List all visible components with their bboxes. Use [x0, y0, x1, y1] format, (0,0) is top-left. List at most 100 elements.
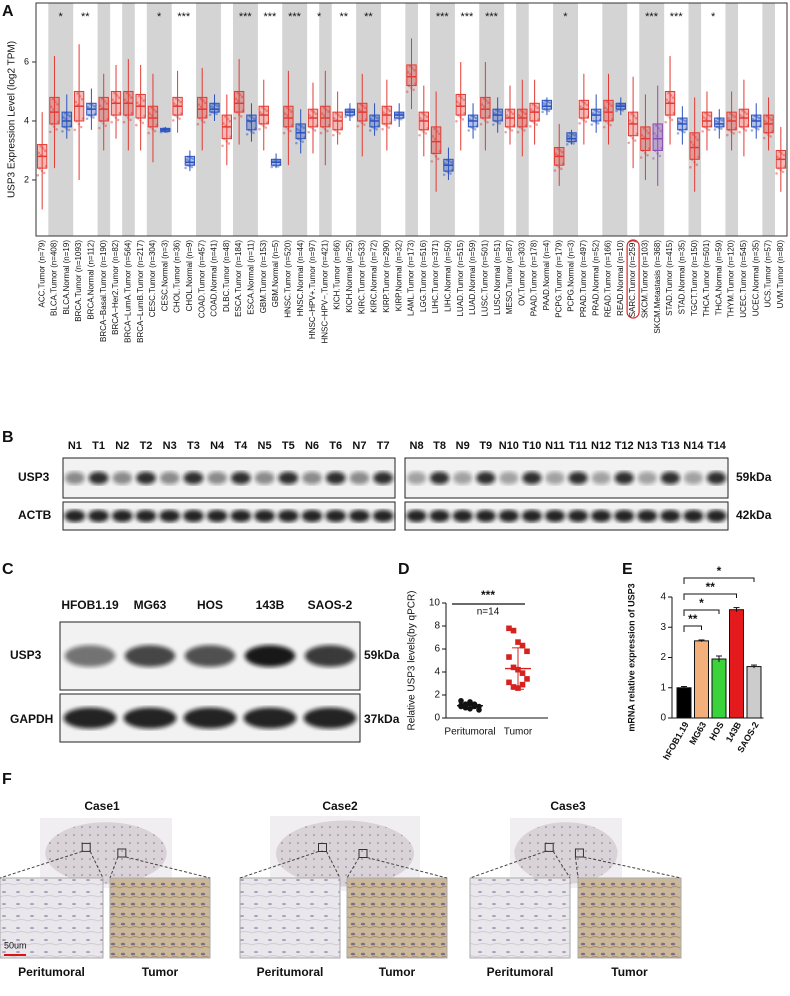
jitter-dot — [431, 135, 435, 138]
jitter-dot — [498, 122, 502, 125]
jitter-dot — [628, 119, 632, 122]
dot — [458, 697, 464, 704]
jitter-dot — [357, 108, 361, 111]
box — [283, 105, 294, 128]
jitter-dot — [507, 109, 510, 112]
jitter-dot — [741, 109, 744, 112]
jitter-dot — [387, 126, 391, 129]
jitter-dot — [553, 169, 557, 172]
y-tick-label: 6 — [434, 644, 440, 655]
shade-band — [159, 3, 172, 236]
jitter-dot — [652, 157, 655, 160]
panel-label: F — [2, 771, 12, 788]
jitter-dot — [79, 125, 83, 129]
jitter-dot — [73, 128, 77, 132]
tissue-section — [514, 822, 618, 884]
band — [614, 509, 635, 523]
band — [683, 471, 704, 485]
jitter-dot — [769, 135, 772, 138]
jitter-dot — [421, 112, 424, 115]
category-label: BRCA−Basal.Tumor (n=190) — [99, 240, 108, 342]
band — [159, 471, 180, 485]
box — [209, 102, 220, 113]
dot — [524, 648, 530, 655]
jitter-dot — [399, 117, 403, 121]
jitter-dot — [302, 126, 306, 130]
band — [475, 509, 496, 523]
bar — [711, 658, 727, 719]
category-label: PAAD.Normal (n=4) — [542, 240, 551, 311]
category-label: CESC.Normal (n=3) — [160, 240, 169, 312]
category-label: KIRC.Tumor (n=533) — [357, 240, 366, 315]
box — [233, 90, 245, 113]
jitter-dot — [531, 103, 535, 106]
jitter-dot — [450, 161, 453, 164]
category-label: LAML.Tumor (n=173) — [407, 240, 416, 316]
lane-label: N12 — [591, 440, 611, 452]
significance: ** — [688, 612, 698, 626]
lane-label: T3 — [187, 440, 200, 452]
region-label: Peritumoral — [487, 965, 554, 979]
y-tick-label: 10 — [429, 598, 441, 609]
category-label: HNSC−HPV−.Tumor (n=421) — [320, 240, 329, 344]
jitter-dot — [535, 123, 538, 126]
jitter-dot — [457, 94, 461, 98]
x-tick-label: MG63 — [687, 720, 708, 746]
category-label: LUAD.Normal (n=59) — [468, 240, 477, 315]
zoom-line — [239, 851, 319, 879]
jitter-dot — [487, 101, 490, 105]
jitter-dot — [474, 116, 478, 120]
jitter-dot — [285, 106, 289, 109]
jitter-dot — [536, 106, 539, 110]
jitter-dot — [516, 130, 520, 134]
jitter-dot — [461, 117, 465, 121]
jitter-dot — [36, 173, 40, 177]
jitter-dot — [642, 127, 646, 130]
jitter-dot — [419, 117, 422, 120]
category-label: COAD.Tumor (n=457) — [197, 240, 206, 319]
box — [566, 132, 577, 143]
x-tick-label: hFOB1.19 — [661, 720, 691, 761]
band — [706, 509, 727, 523]
jitter-dot — [751, 117, 755, 121]
jitter-dot — [424, 132, 428, 135]
jitter-dot — [708, 114, 712, 118]
jitter-dot — [653, 132, 656, 135]
detail-image — [0, 877, 104, 959]
jitter-dot — [765, 114, 769, 118]
lane-label: N7 — [352, 440, 366, 452]
jitter-dot — [338, 132, 341, 135]
jitter-dot — [74, 100, 78, 104]
zoom-box — [81, 842, 91, 852]
jitter-dot — [265, 109, 269, 113]
jitter-dot — [369, 117, 373, 121]
case-label: Case3 — [550, 799, 586, 813]
row-label: USP3 — [10, 648, 42, 662]
jitter-dot — [603, 106, 607, 109]
category-label: LIHC.Tumor (n=371) — [431, 240, 440, 314]
jitter-dot — [233, 117, 237, 120]
jitter-dot — [455, 119, 458, 123]
zoom-box — [117, 848, 127, 858]
band — [243, 707, 297, 729]
jitter-dot — [363, 123, 366, 126]
jitter-dot — [239, 115, 243, 118]
jitter-dot — [339, 115, 342, 119]
jitter-dot — [425, 115, 429, 119]
category-label: THCA.Normal (n=59) — [714, 240, 723, 316]
y-tick-label: 2 — [24, 174, 29, 184]
jitter-dot — [707, 128, 711, 132]
band — [304, 645, 356, 667]
band — [429, 509, 450, 523]
jitter-dot — [480, 103, 484, 107]
y-tick-label: 3 — [660, 622, 666, 633]
jitter-dot — [178, 117, 181, 120]
jitter-dot — [240, 95, 244, 99]
jitter-dot — [130, 96, 133, 99]
band — [207, 471, 228, 485]
band — [302, 471, 322, 485]
category-label: KICH.Tumor (n=66) — [333, 240, 342, 310]
jitter-dot — [43, 149, 47, 153]
jitter-dot — [605, 100, 609, 104]
category-label: OV.Tumor (n=303) — [517, 240, 526, 306]
